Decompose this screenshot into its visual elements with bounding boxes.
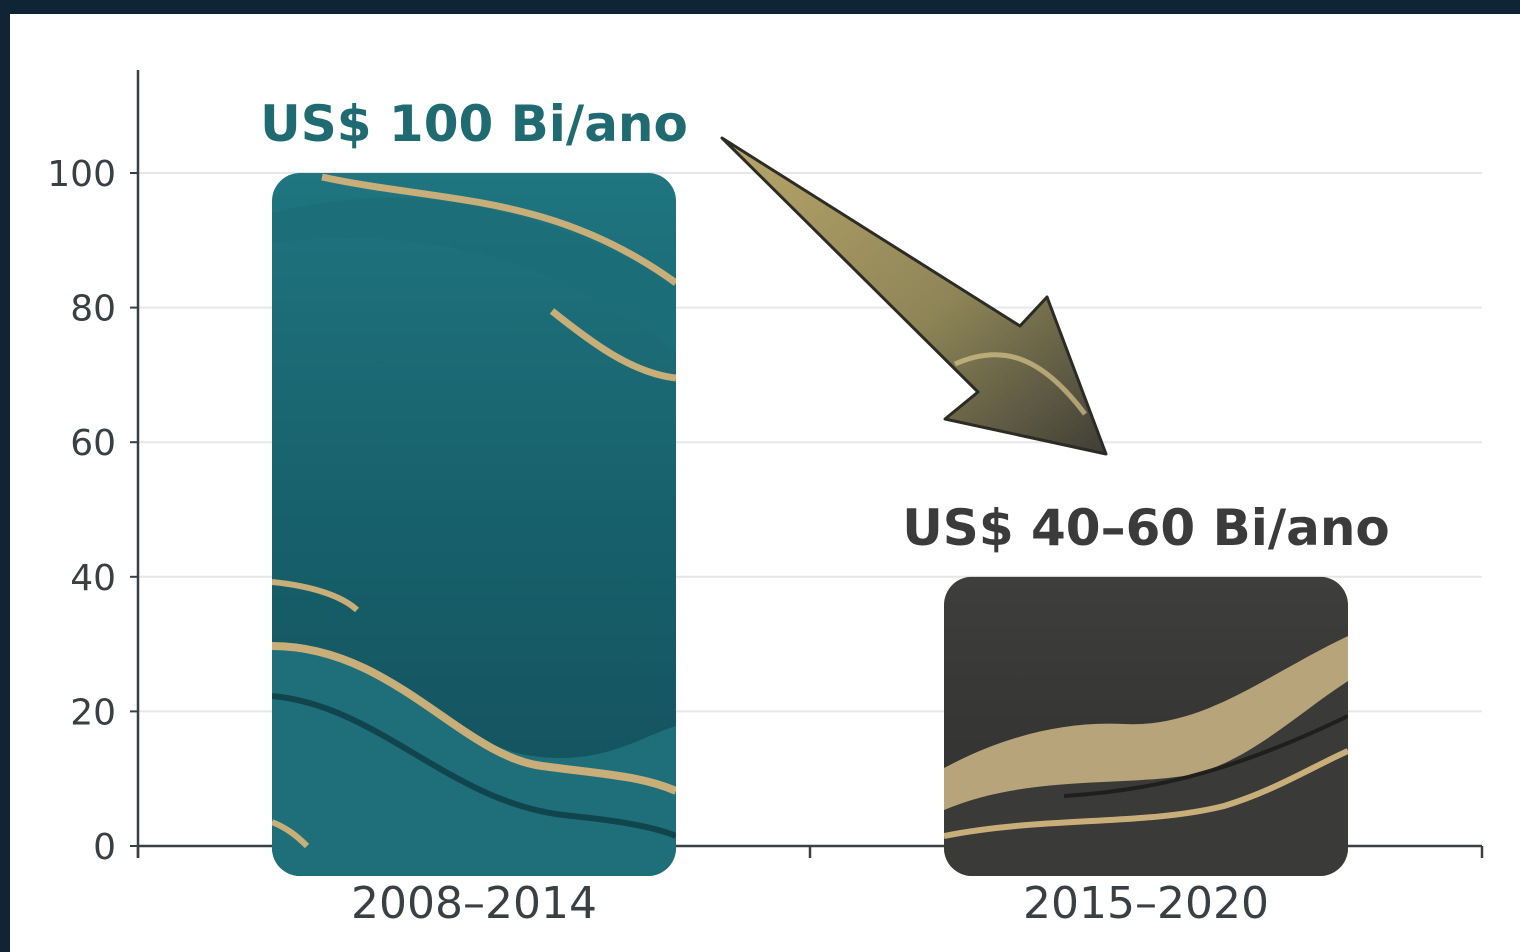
y-tick-label: 60 [70, 423, 116, 464]
bar-texture-wave [272, 693, 676, 839]
bar-texture-wave [272, 197, 676, 353]
y-tick-label: 20 [70, 692, 116, 733]
bars [272, 173, 1348, 876]
bar-group [944, 576, 1348, 876]
labels: 2008–2014 US$ 100 Bi/ano 2015–2020 US$ 40–6… [260, 95, 1390, 929]
annotation-arrow-layer [720, 136, 1108, 456]
bar-gold-stripe [321, 173, 676, 286]
y-tick-label: 0 [93, 827, 116, 868]
y-tick-label: 100 [47, 154, 116, 195]
y-tick-label: 80 [70, 289, 116, 330]
x-category-label: 2015–2020 [1023, 878, 1269, 929]
trend-arrow-highlight [953, 352, 1087, 416]
bar-gold-stripe [944, 748, 1348, 839]
bar-gold-stripe [272, 642, 676, 795]
data-label: US$ 40–60 Bi/ano [902, 499, 1390, 557]
trend-arrow [720, 136, 1108, 456]
x-category-label: 2008–2014 [351, 878, 597, 929]
bar-chart: 0 20 40 60 80 100 2008–2014 US$ 100 Bi/ano 2015… [47, 70, 1484, 929]
chart-frame: 0 20 40 60 80 100 2008–2014 US$ 100 Bi/ano 2015… [10, 14, 1520, 952]
bar-gold-stripe [549, 308, 676, 382]
bar-gold-stripe [272, 579, 360, 613]
y-tick-label: 40 [70, 558, 116, 599]
bar-texture-wave [1063, 714, 1348, 798]
bar-gold-stripe [272, 819, 310, 849]
bar-group [272, 173, 676, 876]
data-label: US$ 100 Bi/ano [260, 95, 688, 153]
bar-texture-wave [944, 681, 1348, 876]
